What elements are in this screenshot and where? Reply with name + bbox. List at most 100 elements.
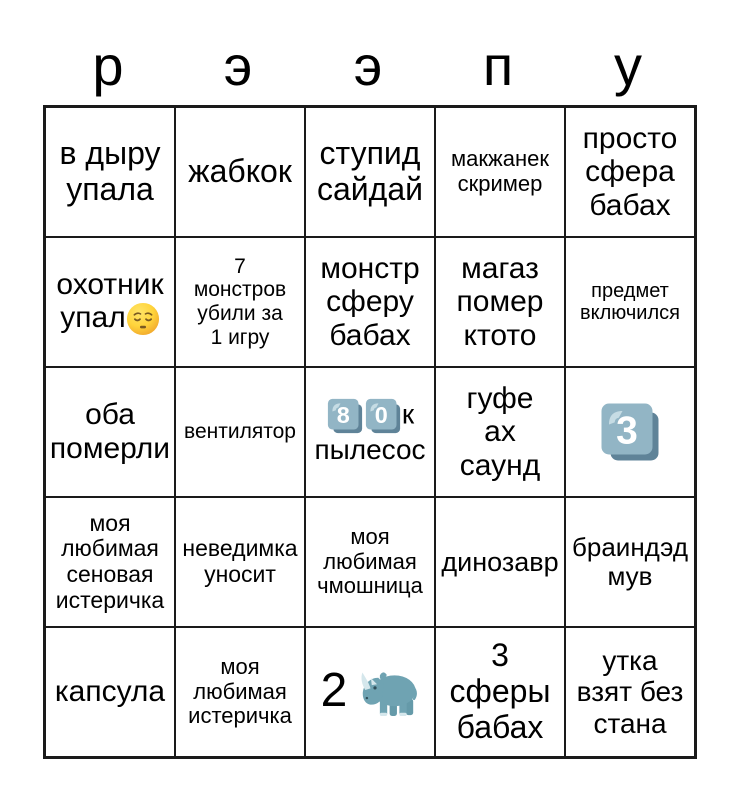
cell-line: включился <box>569 302 691 324</box>
cell-line: макжанек <box>439 147 561 172</box>
bingo-cell-r5c5[interactable]: утка взят без стана <box>565 627 695 757</box>
cell-line: уносит <box>179 561 301 588</box>
bingo-cell-r1c3[interactable]: ступид сайдай <box>305 107 435 237</box>
cell-content: 8 0 к пылесос <box>309 398 431 466</box>
cell-text: сайдай <box>316 171 423 207</box>
bingo-title-row: р э э п у <box>43 24 693 102</box>
cell-text: помер <box>456 285 544 319</box>
bingo-cell-r1c4[interactable]: макжанек скример <box>435 107 565 237</box>
cell-line: 2 <box>309 664 431 719</box>
cell-text: магаз <box>461 251 539 285</box>
cell-text: истеричка <box>55 586 165 613</box>
cell-line: вентилятор <box>179 420 301 444</box>
cell-line: монстр <box>309 252 431 286</box>
cell-text: взят без <box>576 676 684 708</box>
cell-text: истеричка <box>188 703 292 729</box>
bingo-cell-r3c1[interactable]: оба померли <box>45 367 175 497</box>
cell-content: гуфе ах саунд <box>439 382 561 483</box>
cell-content: моя любимая истеричка <box>179 654 301 729</box>
bingo-cell-r3c5[interactable]: 3 <box>565 367 695 497</box>
bingo-cell-r2c3[interactable]: монстр сферу бабах <box>305 237 435 367</box>
cell-content: 2 <box>309 664 431 719</box>
bingo-cell-r2c2[interactable]: 7 монстров убили за 1 игру <box>175 237 305 367</box>
cell-content: динозавр <box>439 547 561 577</box>
cell-text: мув <box>607 561 653 591</box>
cell-line: моя <box>309 524 431 550</box>
pensive-face-emoji <box>126 303 159 336</box>
cell-text: динозавр <box>441 546 559 577</box>
cell-content: моя любимая чмошница <box>309 524 431 599</box>
cell-line: убили за <box>179 302 301 326</box>
cell-line: стана <box>569 708 691 739</box>
bingo-cell-r4c2[interactable]: неведимка уносит <box>175 497 305 627</box>
cell-text: утка <box>602 644 658 676</box>
bingo-cell-r5c1[interactable]: капсула <box>45 627 175 757</box>
bingo-cell-r4c4[interactable]: динозавр <box>435 497 565 627</box>
cell-text: бабах <box>456 708 544 745</box>
svg-text:8: 8 <box>337 402 350 428</box>
bingo-cell-r2c4[interactable]: магаз помер ктото <box>435 237 565 367</box>
cell-content: охотник упал <box>49 268 171 337</box>
cell-text: упал <box>60 301 126 335</box>
cell-content: магаз помер ктото <box>439 252 561 353</box>
svg-text:3: 3 <box>616 409 638 452</box>
bingo-cell-r3c3[interactable]: 8 0 к пылесос <box>305 367 435 497</box>
bingo-cell-r5c2[interactable]: моя любимая истеричка <box>175 627 305 757</box>
cell-text: ступид <box>319 135 421 172</box>
keycap-8-icon: 8 <box>327 399 362 434</box>
bingo-title-letter-2: э <box>223 34 253 97</box>
cell-text: просто <box>582 121 678 155</box>
bingo-cell-r3c4[interactable]: гуфе ах саунд <box>435 367 565 497</box>
bingo-cell-r1c1[interactable]: в дыру упала <box>45 107 175 237</box>
cell-line: охотник <box>49 268 171 302</box>
cell-content: 7 монстров убили за 1 игру <box>179 255 301 349</box>
bingo-cell-r4c5[interactable]: браиндэд мув <box>565 497 695 627</box>
cell-line: монстров <box>179 278 301 302</box>
cell-line: сеновая <box>49 561 171 588</box>
bingo-cell-r1c5[interactable]: просто сфера бабах <box>565 107 695 237</box>
cell-line: утка <box>569 645 691 676</box>
bingo-cell-r3c2[interactable]: вентилятор <box>175 367 305 497</box>
bingo-cell-r4c1[interactable]: моя любимая сеновая истеричка <box>45 497 175 627</box>
cell-text: в дыру <box>59 135 161 172</box>
cell-text: к <box>401 398 415 430</box>
cell-line: предмет <box>569 280 691 302</box>
bingo-cell-r2c1[interactable]: охотник упал <box>45 237 175 367</box>
cell-content: вентилятор <box>179 420 301 444</box>
bingo-cell-r1c2[interactable]: жабкок <box>175 107 305 237</box>
cell-content: браиндэд мув <box>569 532 691 591</box>
cell-line: моя <box>49 510 171 537</box>
cell-line: жабкок <box>179 153 301 190</box>
cell-content: монстр сферу бабах <box>309 252 431 353</box>
cell-text: стана <box>593 707 667 739</box>
cell-text: бабах <box>589 188 671 222</box>
cell-text: сферу <box>326 285 414 319</box>
cell-text: 2 <box>320 664 348 718</box>
cell-line: бабах <box>439 708 561 746</box>
cell-text: саунд <box>459 448 541 482</box>
cell-line: 7 <box>179 255 301 279</box>
bingo-grid: в дыру упала жабкок ступид сайдай макжанек скр… <box>43 105 697 759</box>
bingo-title-letter-4: п <box>482 34 514 97</box>
keycap-0-icon: 0 <box>365 399 400 434</box>
cell-text: монстр <box>320 251 420 285</box>
keycap-3-icon: 3 <box>601 403 659 461</box>
cell-text: охотник <box>56 267 164 301</box>
cell-text: убили за <box>197 302 283 325</box>
cell-content: утка взят без стана <box>569 645 691 739</box>
cell-line: любимая <box>309 548 431 575</box>
bingo-cell-r2c5[interactable]: предмет включился <box>565 237 695 367</box>
cell-content: жабкок <box>179 153 301 190</box>
bingo-cell-r4c3[interactable]: моя любимая чмошница <box>305 497 435 627</box>
cell-line: саунд <box>439 449 561 483</box>
cell-line: в дыру <box>49 135 171 172</box>
bingo-cell-r5c3[interactable]: 2 <box>305 627 435 757</box>
cell-text: любимая <box>323 548 417 574</box>
cell-line: браиндэд <box>569 532 691 562</box>
cell-line: любимая <box>49 535 171 562</box>
bingo-cell-r5c4[interactable]: 3 сферы бабах <box>435 627 565 757</box>
cell-text: бабах <box>329 318 411 352</box>
cell-line: бабах <box>309 319 431 353</box>
cell-line: сайдай <box>309 171 431 208</box>
